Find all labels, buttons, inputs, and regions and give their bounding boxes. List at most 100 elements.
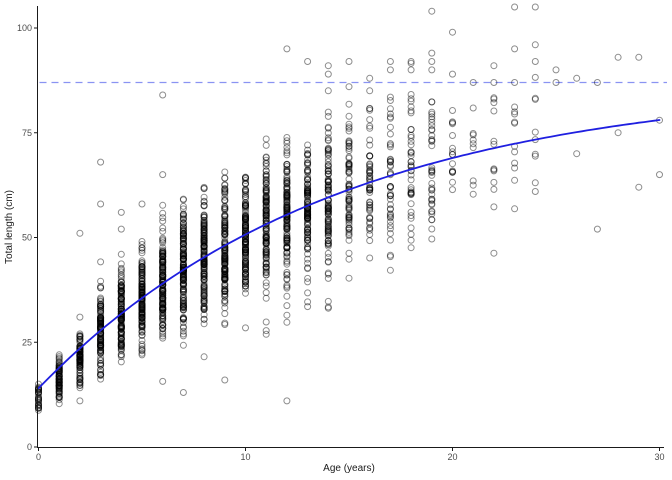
scatter-point	[221, 274, 229, 282]
scatter-point	[200, 258, 208, 266]
scatter-point	[304, 156, 312, 164]
scatter-point	[35, 389, 42, 397]
scatter-point	[428, 164, 436, 172]
scatter-point	[386, 105, 394, 113]
scatter-point	[76, 356, 84, 364]
scatter-point	[345, 211, 353, 219]
scatter-point	[159, 244, 167, 251]
scatter-point	[428, 195, 436, 203]
scatter-point	[304, 274, 312, 282]
scatter-point	[159, 314, 167, 322]
scatter-point	[76, 358, 84, 366]
scatter-point	[242, 282, 249, 290]
scatter-point	[531, 152, 539, 160]
scatter-point	[200, 229, 208, 237]
scatter-point	[179, 299, 187, 307]
scatter-point	[428, 210, 436, 218]
scatter-point	[304, 228, 312, 236]
scatter-point	[35, 404, 42, 411]
scatter-point	[324, 249, 332, 257]
scatter-point	[262, 173, 270, 181]
scatter-point	[55, 368, 63, 376]
scatter-point	[386, 218, 394, 226]
scatter-point	[97, 347, 105, 355]
scatter-point	[179, 234, 187, 242]
scatter-point	[428, 201, 436, 209]
scatter-point	[262, 240, 270, 248]
scatter-point	[159, 256, 167, 264]
scatter-point	[35, 399, 42, 406]
scatter-point	[324, 269, 332, 277]
scatter-point	[324, 270, 332, 278]
scatter-point	[55, 365, 63, 373]
scatter-point	[283, 318, 291, 326]
scatter-point	[366, 184, 374, 192]
scatter-point	[117, 321, 125, 329]
scatter-point	[76, 352, 84, 360]
scatter-point	[449, 186, 456, 194]
scatter-point	[35, 386, 42, 394]
scatter-point	[262, 239, 270, 247]
scatter-point	[138, 322, 146, 330]
scatter-point	[304, 221, 312, 229]
scatter-point	[283, 244, 291, 252]
scatter-point	[304, 159, 312, 167]
scatter-point	[117, 282, 125, 290]
scatter-point	[200, 231, 208, 239]
scatter-point	[262, 185, 270, 193]
scatter-point	[221, 248, 229, 256]
scatter-point	[262, 252, 270, 260]
scatter-point	[262, 209, 270, 217]
scatter-point	[138, 346, 146, 354]
scatter-point	[242, 174, 249, 182]
scatter-point	[304, 175, 312, 183]
scatter-point	[242, 202, 249, 210]
scatter-point	[200, 236, 208, 244]
scatter-point	[242, 237, 249, 245]
scatter-point	[76, 335, 84, 343]
scatter-point	[386, 183, 394, 191]
scatter-point	[159, 294, 167, 302]
scatter-point	[179, 250, 187, 258]
scatter-point	[324, 303, 332, 311]
scatter-point	[159, 288, 167, 296]
scatter-point	[221, 288, 229, 296]
scatter-point	[117, 315, 125, 323]
scatter-point	[200, 311, 208, 319]
scatter-point	[262, 236, 270, 244]
scatter-point	[366, 184, 374, 192]
scatter-point	[179, 303, 187, 311]
scatter-point	[304, 194, 312, 202]
scatter-point	[262, 184, 270, 191]
scatter-point	[366, 172, 374, 180]
scatter-point	[428, 167, 436, 175]
scatter-point	[262, 265, 270, 273]
scatter-point	[97, 361, 105, 369]
scatter-point	[242, 276, 249, 284]
scatter-point	[428, 113, 436, 121]
scatter-point	[221, 256, 229, 264]
scatter-point	[283, 192, 291, 200]
scatter-point	[97, 319, 105, 327]
scatter-point	[386, 141, 394, 149]
scatter-point	[283, 196, 291, 204]
scatter-point	[76, 344, 84, 352]
scatter-point	[242, 259, 249, 267]
scatter-point	[138, 306, 146, 314]
scatter-point	[117, 329, 125, 337]
scatter-point	[242, 282, 249, 290]
scatter-point	[531, 41, 539, 49]
scatter-point	[366, 166, 374, 174]
scatter-point	[449, 119, 456, 127]
scatter-point	[159, 304, 167, 312]
scatter-point	[283, 249, 291, 257]
scatter-point	[345, 147, 353, 155]
scatter-point	[76, 350, 84, 358]
scatter-point	[159, 303, 167, 311]
scatter-point	[449, 178, 456, 186]
scatter-point	[242, 243, 249, 251]
scatter-point	[76, 356, 84, 364]
scatter-point	[304, 189, 312, 197]
scatter-point	[262, 245, 270, 253]
scatter-point	[76, 334, 84, 342]
